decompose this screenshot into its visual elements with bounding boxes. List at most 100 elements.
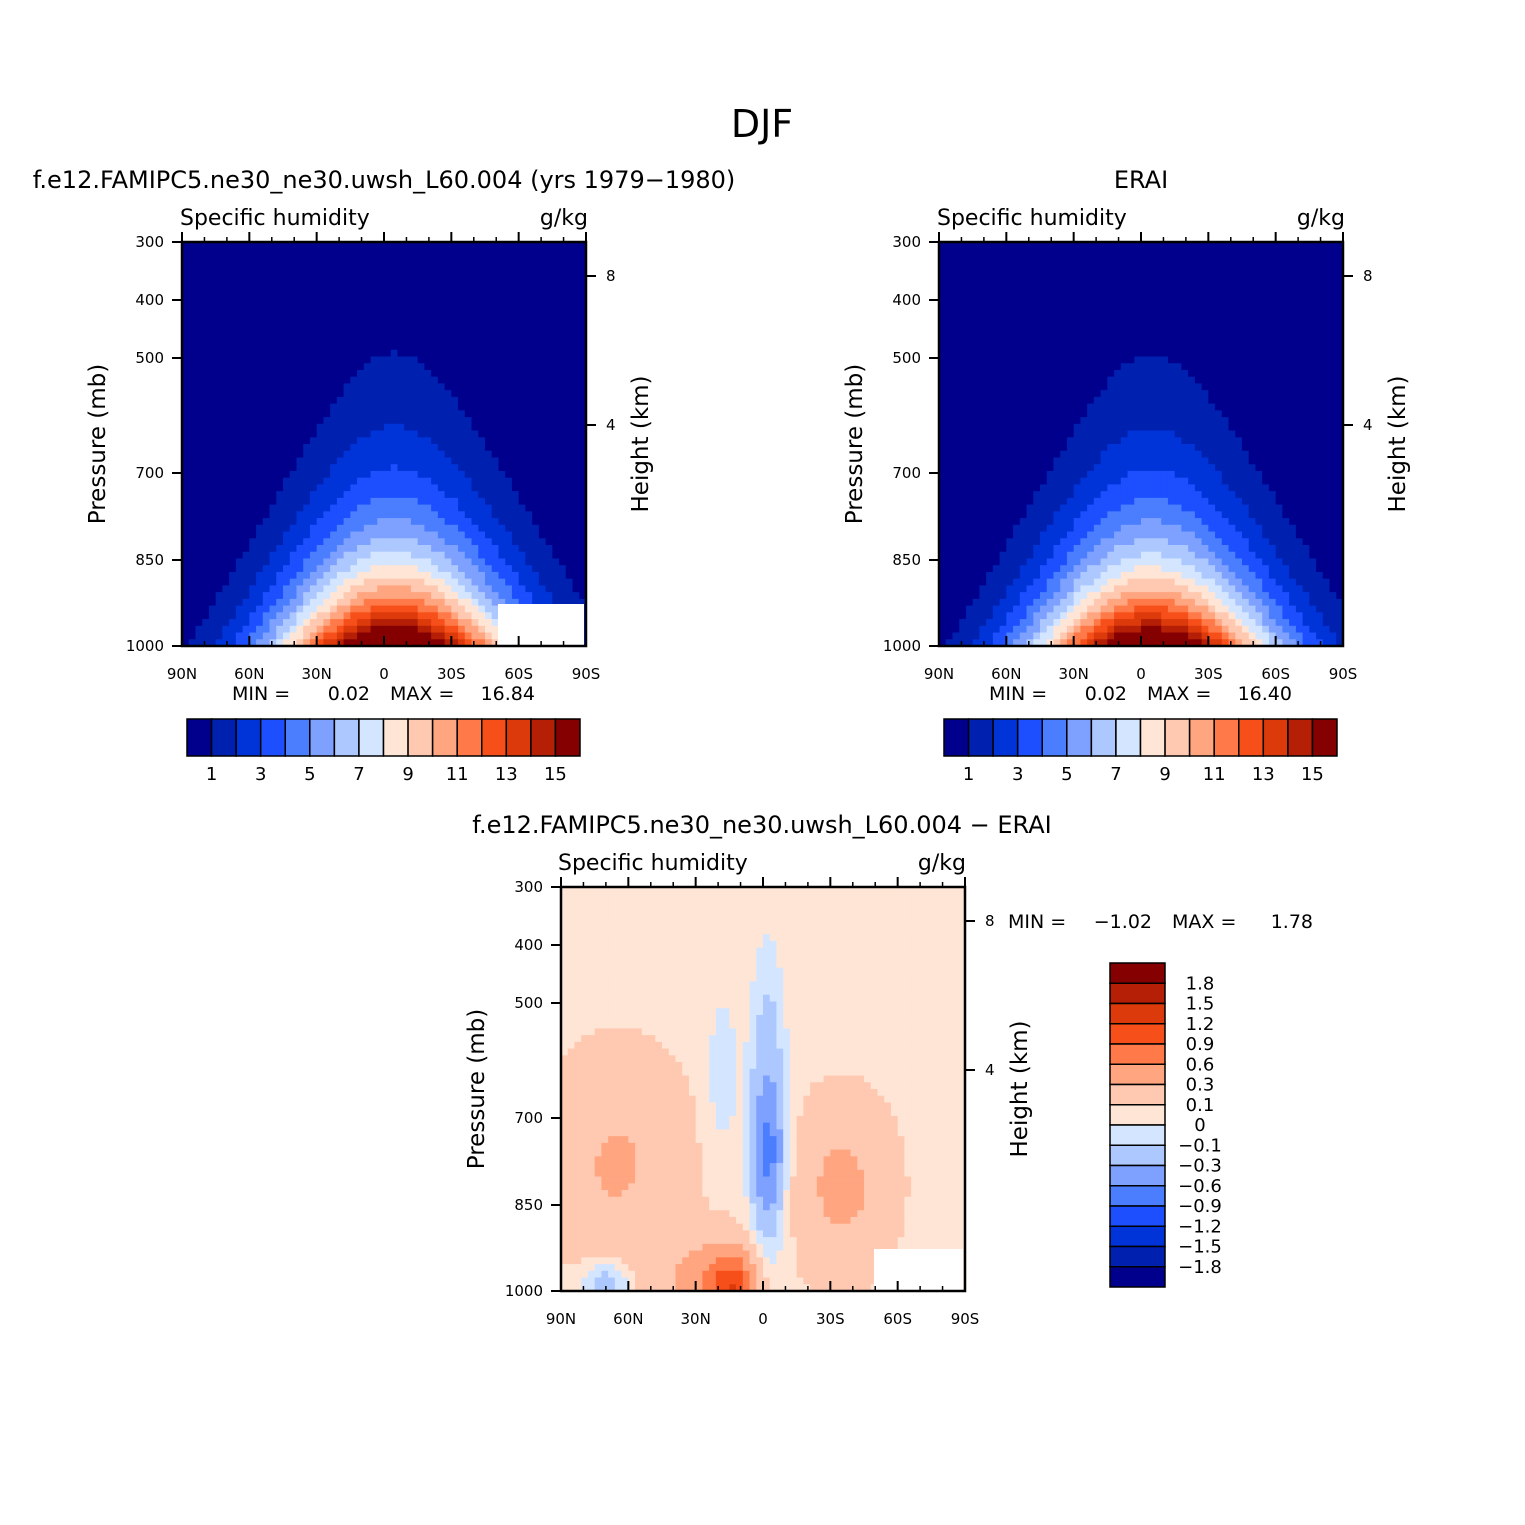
field-cell — [262, 464, 271, 472]
field-cell — [999, 369, 1007, 378]
field-cell — [370, 477, 378, 485]
field-cell — [1235, 275, 1243, 283]
field-cell — [945, 309, 954, 317]
field-cell — [565, 268, 574, 277]
field-cell — [478, 585, 486, 593]
field-cell — [182, 545, 190, 553]
field-cell — [1329, 329, 1337, 337]
field-cell — [451, 437, 459, 445]
field-cell — [1066, 322, 1075, 331]
field-cell — [249, 524, 257, 533]
field-cell — [431, 619, 439, 627]
field-cell — [208, 592, 217, 600]
field-cell — [458, 504, 466, 512]
field-cell — [572, 511, 580, 519]
field-cell — [1194, 376, 1203, 384]
field-cell — [303, 275, 311, 283]
field-cell — [1181, 282, 1189, 290]
field-cell — [336, 571, 345, 580]
field-cell — [222, 578, 230, 586]
field-cell — [249, 470, 257, 479]
field-cell — [222, 329, 230, 337]
field-cell — [1013, 322, 1021, 331]
field-cell — [511, 558, 520, 566]
field-cell — [572, 309, 580, 317]
field-cell — [249, 504, 257, 512]
field-cell — [491, 417, 500, 425]
field-cell — [235, 268, 244, 277]
field-cell — [518, 349, 526, 358]
field-cell — [511, 242, 520, 250]
field-cell — [235, 558, 244, 566]
field-cell — [545, 275, 553, 283]
field-cell — [249, 511, 257, 519]
field-cell — [370, 417, 378, 425]
field-cell — [451, 484, 459, 492]
field-cell — [269, 282, 277, 290]
field-cell — [269, 578, 277, 586]
field-cell — [336, 612, 345, 620]
field-cell — [1066, 369, 1075, 378]
field-cell — [208, 497, 217, 506]
field-cell — [390, 383, 399, 391]
field-cell — [565, 430, 574, 438]
field-cell — [323, 504, 331, 512]
field-cell — [215, 571, 223, 580]
field-cell — [182, 625, 190, 634]
field-cell — [235, 376, 244, 384]
field-cell — [357, 511, 365, 519]
field-cell — [485, 585, 493, 593]
field-cell — [1161, 356, 1169, 364]
field-cell — [959, 275, 967, 283]
field-cell — [1316, 356, 1324, 364]
field-cell — [188, 551, 197, 560]
field-cell — [1006, 275, 1014, 283]
field-cell — [545, 417, 553, 425]
field-cell — [437, 511, 446, 519]
field-cell — [1295, 329, 1304, 337]
field-cell — [1060, 302, 1068, 310]
field-cell — [525, 571, 533, 580]
field-cell — [424, 268, 432, 277]
figure-title: DJF — [731, 102, 793, 146]
field-cell — [1114, 356, 1122, 364]
field-cell — [424, 470, 432, 479]
field-cell — [565, 491, 574, 499]
field-cell — [208, 262, 217, 270]
field-cell — [424, 632, 432, 640]
field-cell — [262, 531, 271, 539]
field-cell — [370, 289, 378, 297]
field-cell — [222, 491, 230, 499]
field-cell — [283, 551, 291, 560]
field-cell — [437, 255, 446, 263]
field-cell — [979, 343, 987, 351]
field-cell — [1201, 295, 1209, 304]
field-cell — [404, 491, 412, 499]
field-cell — [545, 302, 553, 310]
field-cell — [525, 437, 533, 445]
field-cell — [505, 369, 513, 378]
field-cell — [256, 275, 264, 283]
field-cell — [491, 295, 500, 304]
field-cell — [1208, 343, 1216, 351]
field-cell — [343, 538, 351, 546]
field-cell — [485, 363, 493, 371]
field-cell — [1188, 268, 1196, 277]
field-cell — [1013, 343, 1021, 351]
field-cell — [357, 619, 365, 627]
field-cell — [283, 376, 291, 384]
field-cell — [1235, 268, 1243, 277]
field-cell — [1019, 316, 1028, 324]
field-cell — [458, 356, 466, 364]
field-cell — [276, 242, 284, 250]
field-cell — [249, 336, 257, 344]
field-cell — [276, 612, 284, 620]
field-cell — [289, 457, 298, 465]
field-cell — [363, 390, 372, 398]
field-cell — [498, 255, 506, 263]
field-cell — [242, 511, 250, 519]
field-cell — [1033, 363, 1041, 371]
field-cell — [377, 403, 385, 411]
field-cell — [262, 592, 271, 600]
field-cell — [390, 497, 399, 506]
